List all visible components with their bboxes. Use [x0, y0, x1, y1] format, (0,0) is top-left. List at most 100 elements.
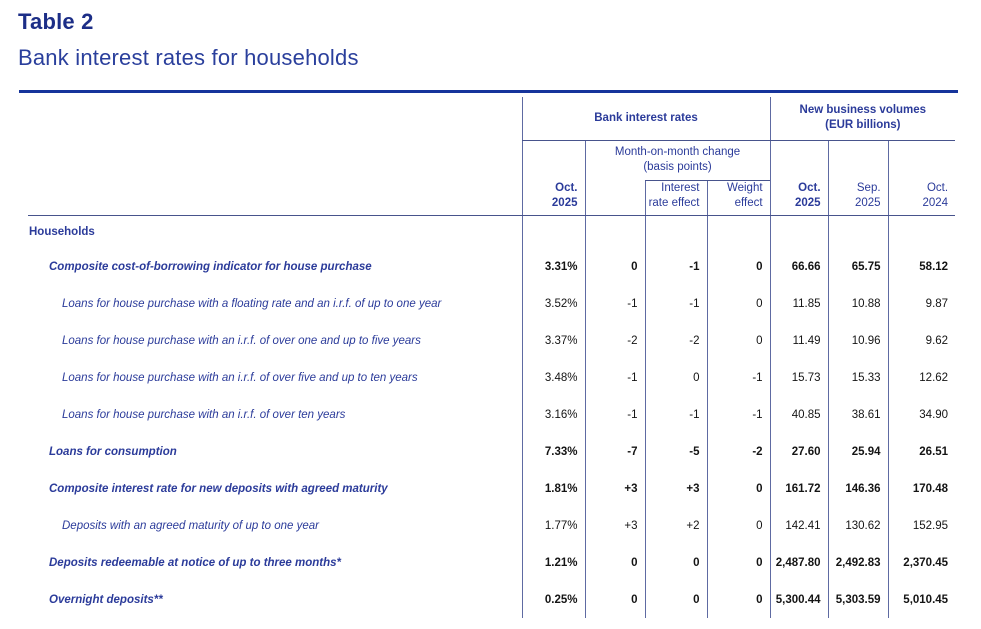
value-cell: 1.77%	[521, 507, 585, 544]
col-group-bank-interest-rates: Bank interest rates	[521, 97, 771, 141]
header-spacer	[827, 140, 889, 180]
value-cell: 12.62	[887, 359, 956, 396]
table-row: Loans for house purchase with an i.r.f. …	[28, 322, 956, 359]
table-row: Loans for house purchase with a floating…	[28, 285, 956, 322]
value-cell: 0	[706, 581, 771, 618]
value-cell: 0	[644, 544, 707, 581]
value-cell: 10.96	[827, 322, 889, 359]
header-spacer	[28, 97, 522, 140]
header-spacer	[28, 180, 522, 216]
mom-change-line2: (basis points)	[643, 161, 712, 173]
value-cell: 146.36	[827, 470, 889, 507]
value-cell: 0	[706, 285, 771, 322]
value-cell: 15.33	[827, 359, 889, 396]
col-header-weight-effect: Weight effect	[706, 179, 771, 216]
col-header-volume-sep-2025: Sep. 2025	[827, 180, 889, 216]
header-subgroup-row: Month-on-month change (basis points)	[28, 140, 956, 180]
value-cell: 40.85	[769, 396, 829, 433]
value-cell: 2,492.83	[827, 544, 889, 581]
value-cell: 10.88	[827, 285, 889, 322]
value-cell: +3	[584, 470, 645, 507]
value-cell: 152.95	[887, 507, 956, 544]
header-spacer	[521, 140, 585, 180]
volumes-group-line1: New business volumes	[799, 104, 927, 117]
value-cell: 0	[644, 359, 707, 396]
document-header: Table 2 Bank interest rates for househol…	[18, 9, 359, 71]
value-cell: 9.87	[887, 285, 956, 322]
value-cell: 11.85	[769, 285, 829, 322]
mom-change-line1: Month-on-month change	[614, 146, 741, 159]
interest-rates-table: Bank interest rates New business volumes…	[28, 97, 956, 618]
value-cell: 5,010.45	[887, 581, 956, 618]
table-row: Loans for house purchase with an i.r.f. …	[28, 396, 956, 433]
col-header-mom-change	[584, 180, 645, 216]
column-header-row: Oct. 2025 Interest rate effect Weight ef…	[28, 179, 956, 216]
value-cell: 3.37%	[521, 322, 585, 359]
value-cell: 66.66	[769, 248, 829, 285]
row-label: Composite cost-of-borrowing indicator fo…	[49, 260, 372, 273]
value-cell: -1	[644, 285, 707, 322]
col-group-new-business-volumes: New business volumes (EUR billions)	[769, 97, 956, 141]
value-cell: -1	[706, 359, 771, 396]
value-cell: -1	[584, 359, 645, 396]
value-cell: 5,303.59	[827, 581, 889, 618]
value-cell: +3	[584, 507, 645, 544]
value-cell: 0	[644, 581, 707, 618]
value-cell: 65.75	[827, 248, 889, 285]
value-cell: -1	[644, 248, 707, 285]
row-label: Loans for house purchase with an i.r.f. …	[62, 334, 421, 347]
table-row: Deposits redeemable at notice of up to t…	[28, 544, 956, 581]
table-row: Loans for consumption 7.33% -7 -5 -2 27.…	[28, 433, 956, 470]
value-cell: -2	[584, 322, 645, 359]
header-spacer	[28, 140, 522, 180]
value-cell: 7.33%	[521, 433, 585, 470]
col-header-interest-rate-effect: Interest rate effect	[644, 179, 707, 216]
value-cell: 3.52%	[521, 285, 585, 322]
col-header-volume-oct-2025: Oct. 2025	[769, 180, 829, 216]
value-cell: 161.72	[769, 470, 829, 507]
value-cell: -2	[706, 433, 771, 470]
value-cell: -1	[644, 396, 707, 433]
value-cell: 0	[584, 544, 645, 581]
value-cell: 0.25%	[521, 581, 585, 618]
value-cell: 130.62	[827, 507, 889, 544]
row-label: Composite interest rate for new deposits…	[49, 482, 388, 495]
value-cell: 9.62	[887, 322, 956, 359]
table-row: Loans for house purchase with an i.r.f. …	[28, 359, 956, 396]
section-row-households: Households	[28, 215, 956, 248]
row-label: Loans for consumption	[49, 445, 177, 458]
col-group-mom-change: Month-on-month change (basis points)	[584, 140, 771, 180]
row-label: Deposits redeemable at notice of up to t…	[49, 556, 342, 569]
value-cell: 170.48	[887, 470, 956, 507]
value-cell: 58.12	[887, 248, 956, 285]
value-cell: 5,300.44	[769, 581, 829, 618]
value-cell: 26.51	[887, 433, 956, 470]
value-cell: +2	[644, 507, 707, 544]
value-cell: -1	[706, 396, 771, 433]
value-cell: 0	[706, 507, 771, 544]
table-row: Composite interest rate for new deposits…	[28, 470, 956, 507]
value-cell: 2,370.45	[887, 544, 956, 581]
value-cell: 34.90	[887, 396, 956, 433]
value-cell: -5	[644, 433, 707, 470]
value-cell: 0	[584, 248, 645, 285]
value-cell: 38.61	[827, 396, 889, 433]
value-cell: 0	[706, 248, 771, 285]
col-header-volume-oct-2024: Oct. 2024	[887, 180, 956, 216]
row-label: Loans for house purchase with an i.r.f. …	[62, 408, 346, 421]
value-cell: 0	[584, 581, 645, 618]
value-cell: 3.16%	[521, 396, 585, 433]
value-cell: 15.73	[769, 359, 829, 396]
header-spacer	[769, 140, 829, 180]
value-cell: 0	[706, 544, 771, 581]
value-cell: 0	[706, 470, 771, 507]
header-group-row: Bank interest rates New business volumes…	[28, 97, 956, 141]
value-cell: 0	[706, 322, 771, 359]
value-cell: -2	[644, 322, 707, 359]
table-row: Overnight deposits** 0.25% 0 0 0 5,300.4…	[28, 581, 956, 618]
value-cell: 3.48%	[521, 359, 585, 396]
title-rule-divider	[19, 90, 958, 93]
value-cell: -1	[584, 285, 645, 322]
table-row: Composite cost-of-borrowing indicator fo…	[28, 248, 956, 285]
